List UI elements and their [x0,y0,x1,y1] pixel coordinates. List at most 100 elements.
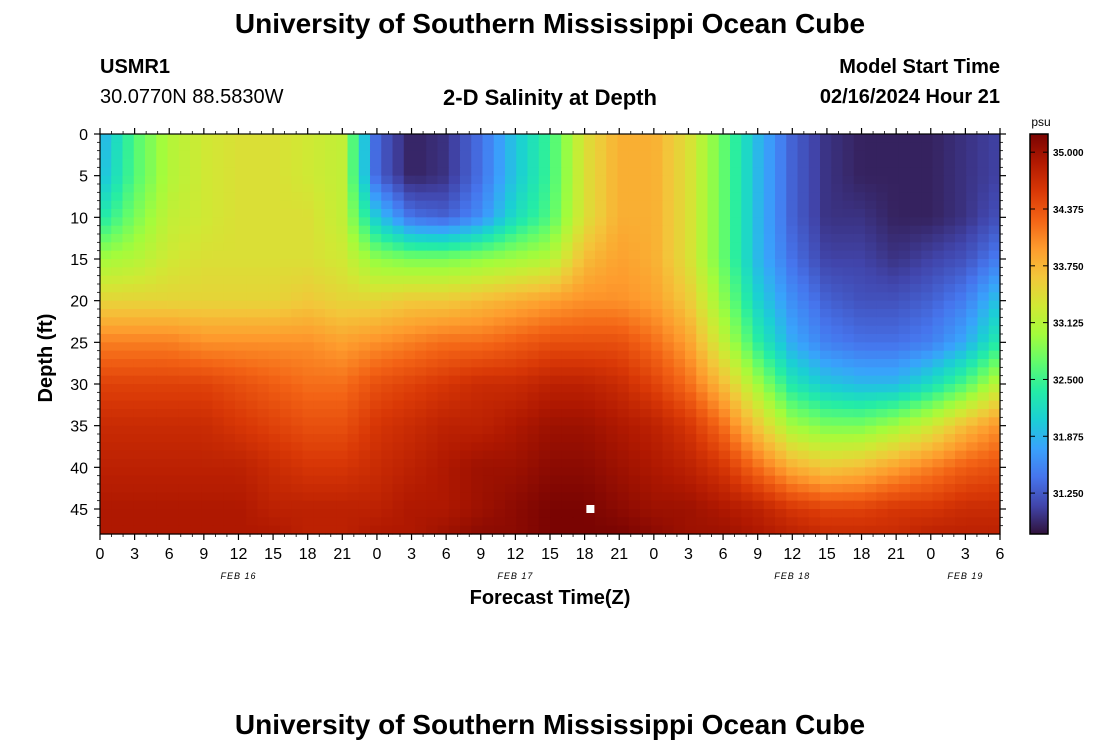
heatmap-cell [966,417,979,427]
heatmap-cell [257,450,270,460]
heatmap-cell [201,500,214,510]
heatmap-cell [246,442,259,452]
heatmap-cell [808,184,821,193]
heatmap-cell [898,200,911,210]
heatmap-cell [426,442,439,452]
heatmap-cell [887,384,900,393]
heatmap-cell [583,492,596,502]
heatmap-cell [460,300,472,310]
heatmap-cell [111,300,124,310]
heatmap-cell [977,392,990,402]
heatmap-cell [291,459,304,468]
heatmap-cell [313,159,326,168]
heatmap-cell [280,409,292,418]
heatmap-cell [527,275,540,285]
heatmap-cell [325,492,337,502]
heatmap-cell [775,475,787,485]
heatmap-cell [358,317,371,327]
heatmap-cell [358,492,371,502]
heatmap-cell [640,359,652,368]
heatmap-cell [392,259,405,268]
heatmap-cell [910,317,922,327]
heatmap-cell [381,384,394,393]
heatmap-cell [201,450,214,460]
heatmap-cell [921,284,934,293]
heatmap-cell [797,475,810,485]
heatmap-cell [988,200,1001,210]
heatmap-cell [741,225,754,235]
colorbar-tick-label: 35.000 [1053,148,1084,159]
heatmap-cell [280,500,292,510]
heatmap-cell [381,392,394,402]
heatmap-cell [212,509,225,518]
heatmap-cell [122,300,135,310]
heatmap-cell [392,234,405,243]
heatmap-cell [887,525,900,535]
heatmap-cell [460,442,472,452]
heatmap-cell [403,200,416,210]
heatmap-cell [876,175,889,185]
heatmap-cell [696,292,709,302]
heatmap-cell [651,275,664,285]
heatmap-cell [943,425,956,435]
heatmap-cell [268,267,281,277]
heatmap-cell [448,284,461,293]
heatmap-cell [325,300,337,310]
heatmap-cell [527,292,540,302]
heatmap-cell [606,359,619,368]
heatmap-cell [696,275,709,285]
heatmap-cell [685,200,697,210]
heatmap-cell [235,150,247,160]
heatmap-cell [235,359,247,368]
heatmap-cell [595,317,607,327]
heatmap-cell [190,167,202,177]
heatmap-cell [381,192,394,202]
heatmap-cell [820,350,832,360]
heatmap-cell [538,217,551,227]
heatmap-cell [482,317,495,327]
heatmap-cell [842,242,855,252]
heatmap-cell [741,459,754,468]
heatmap-cell [167,367,180,377]
heatmap-cell [403,467,416,477]
heatmap-cell [223,500,236,510]
heatmap-cell [943,375,956,385]
heatmap-cell [718,234,731,243]
heatmap-cell [696,367,709,377]
heatmap-cell [426,417,439,427]
heatmap-cell [763,417,776,427]
heatmap-cell [201,192,214,202]
heatmap-cell [977,475,990,485]
heatmap-cell [223,384,236,393]
heatmap-cell [651,192,664,202]
heatmap-cell [617,150,630,160]
heatmap-cell [842,442,855,452]
heatmap-cell [853,475,866,485]
heatmap-cell [268,517,281,527]
heatmap-cell [505,517,517,527]
heatmap-cell [898,425,911,435]
heatmap-cell [932,459,945,468]
heatmap-cell [505,450,517,460]
heatmap-cell [460,509,472,518]
heatmap-cell [156,175,169,185]
heatmap-cell [876,417,889,427]
heatmap-cell [640,175,652,185]
heatmap-cell [156,425,169,435]
heatmap-cell [797,517,810,527]
heatmap-cell [516,317,529,327]
heatmap-cell [291,367,304,377]
heatmap-cell [336,425,349,435]
heatmap-cell [673,442,686,452]
heatmap-cell [977,509,990,518]
heatmap-cell [392,242,405,252]
heatmap-cell [808,334,821,343]
heatmap-cell [583,475,596,485]
heatmap-cell [178,142,191,152]
heatmap-cell [505,275,517,285]
heatmap-cell [516,225,529,235]
heatmap-cell [358,184,371,193]
heatmap-cell [820,184,832,193]
heatmap-cell [550,325,562,335]
heatmap-cell [730,342,742,352]
